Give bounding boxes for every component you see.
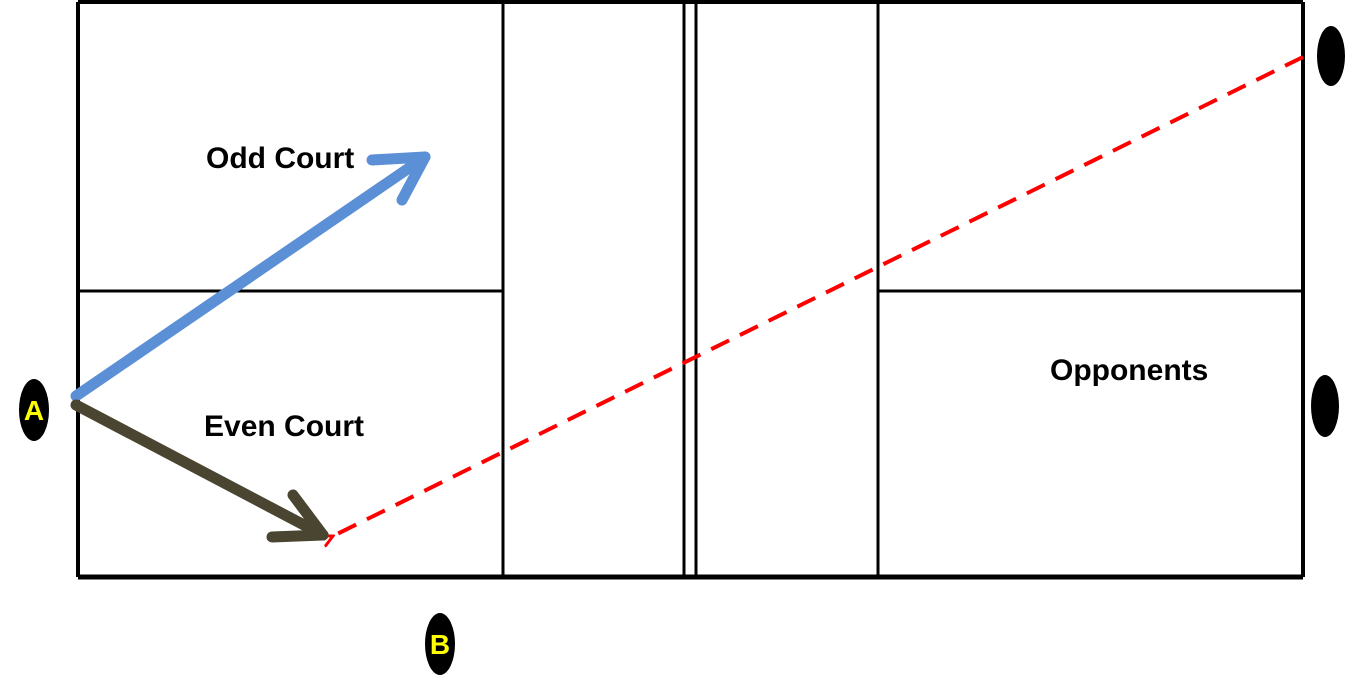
odd-arrow-head-bottom (396, 151, 431, 206)
player-a: A (19, 379, 49, 441)
player-a-marker (19, 379, 49, 441)
odd-arrow-head-top (366, 151, 431, 166)
serve-to-even-court-arrow (70, 399, 329, 543)
opponent-top (1317, 26, 1345, 86)
opponent-bottom (1311, 375, 1339, 437)
opponent-top-marker (1317, 26, 1345, 86)
odd-court-label: Odd Court (206, 142, 354, 175)
even-court-label: Even Court (204, 410, 364, 443)
even-arrow-shaft (70, 399, 329, 541)
player-b: B (425, 613, 455, 675)
even-arrow-head-top (287, 489, 329, 541)
player-b-label: B (430, 629, 450, 660)
odd-arrow-shaft (70, 151, 431, 402)
player-a-label: A (24, 395, 44, 426)
court (76, 0, 1305, 580)
return-path-arrow (333, 55, 1304, 536)
return-path-line (333, 55, 1304, 536)
opponents-label: Opponents (1050, 354, 1208, 387)
player-b-marker (425, 613, 455, 675)
even-arrow-head-bottom (266, 529, 329, 543)
serve-to-odd-court-arrow (70, 151, 431, 402)
opponent-bottom-marker (1311, 375, 1339, 437)
